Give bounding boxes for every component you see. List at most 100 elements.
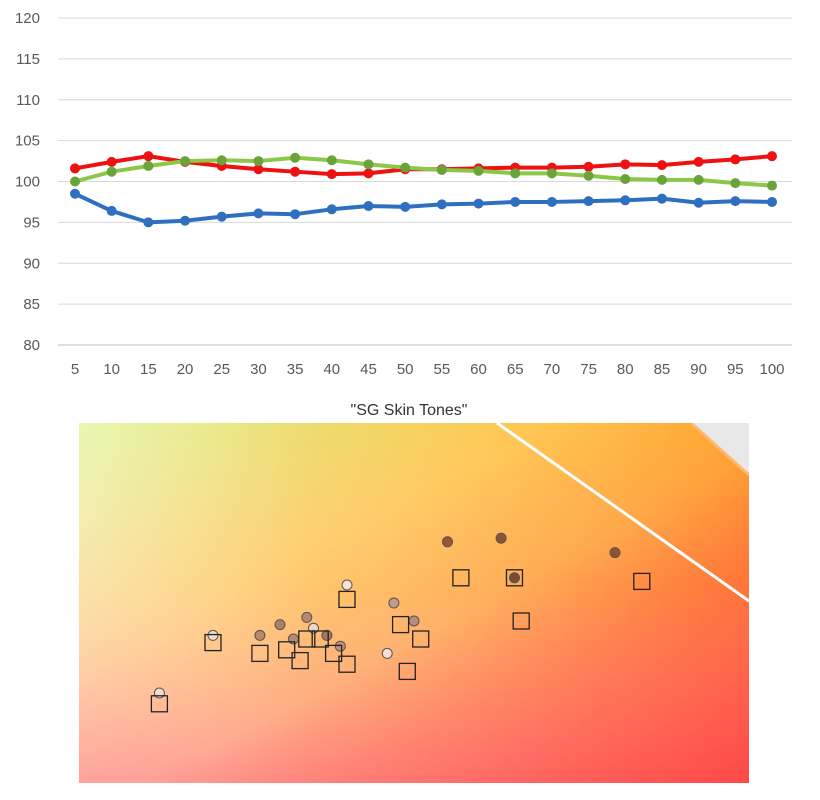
data-point (436, 199, 447, 210)
tone-circle (509, 572, 520, 584)
tone-circle (495, 532, 507, 544)
data-point (70, 188, 80, 199)
x-tick-label: 25 (213, 361, 230, 378)
tone-circle (254, 629, 266, 641)
reference-square (278, 641, 296, 659)
tone-circle (334, 640, 346, 652)
data-point (70, 163, 80, 174)
reference-square (324, 644, 343, 663)
data-point (180, 156, 191, 167)
data-point (436, 165, 447, 176)
data-point (693, 174, 704, 185)
data-point (510, 196, 521, 207)
data-point (326, 155, 337, 166)
y-axis-ticks: 80 85 90 95 100 105 110 115 120 (15, 10, 40, 354)
data-point (180, 215, 191, 226)
tone-circle (381, 647, 393, 659)
reference-square (298, 630, 316, 648)
data-point (290, 209, 301, 220)
x-tick-label: 30 (250, 361, 267, 378)
y-tick-label: 105 (15, 133, 40, 150)
data-point (583, 161, 594, 172)
series-line (73, 191, 774, 225)
x-tick-label: 5 (71, 361, 79, 378)
line-chart: 80 85 90 95 100 105 110 115 120 5 10 15 20 25 30 35 40 4… (15, 10, 792, 378)
x-axis-ticks: 5 10 15 20 25 30 35 40 45 50 55 60 65 70 75 80 85 90 95 100 (71, 361, 785, 378)
x-tick-label: 70 (544, 361, 561, 378)
reference-square (512, 612, 530, 630)
data-point (290, 152, 301, 163)
tone-circle (207, 629, 219, 641)
tone-circle (442, 536, 453, 548)
reference-square (311, 630, 329, 648)
series-line (73, 154, 774, 177)
y-tick-label: 95 (23, 214, 40, 231)
gamut-edge (689, 423, 749, 477)
tone-circle (341, 579, 353, 591)
reference-square (633, 572, 651, 591)
data-point (546, 168, 557, 179)
reference-square (398, 662, 416, 681)
scatter-title: "SG Skin Tones" (351, 402, 468, 419)
data-point (326, 169, 337, 180)
data-point (216, 155, 227, 166)
reference-square (338, 655, 356, 673)
reference-points (150, 569, 651, 713)
data-point (656, 160, 667, 171)
tone-circle (301, 611, 313, 623)
x-tick-label: 80 (617, 361, 634, 378)
data-point (216, 211, 227, 222)
data-point (620, 174, 631, 185)
data-point (400, 162, 411, 173)
data-point (620, 195, 631, 206)
x-tick-label: 100 (759, 361, 784, 378)
data-point (583, 196, 594, 207)
y-tick-label: 115 (16, 51, 40, 68)
series-red (70, 151, 777, 180)
data-point (656, 174, 667, 185)
data-point (143, 217, 154, 228)
data-point (143, 151, 154, 162)
skin-tone-line (496, 423, 749, 603)
data-point (363, 201, 374, 212)
skin-tone-plot (79, 423, 749, 783)
reference-square (505, 569, 524, 587)
data-point (106, 166, 117, 177)
x-tick-label: 55 (433, 361, 450, 378)
series-blue (70, 188, 777, 228)
data-point (106, 205, 117, 216)
y-tick-label: 100 (15, 174, 40, 191)
data-point (106, 156, 117, 167)
data-point (473, 165, 484, 176)
data-point (363, 159, 374, 170)
data-point (253, 208, 264, 219)
x-tick-label: 85 (654, 361, 671, 378)
data-point (693, 197, 704, 208)
tone-circle (609, 547, 621, 559)
x-tick-label: 75 (580, 361, 597, 378)
tone-circle (287, 633, 299, 645)
scatter-title-layer: "SG Skin Tones" (351, 402, 468, 419)
data-point (510, 168, 521, 179)
data-point (767, 180, 777, 191)
data-point (363, 168, 374, 179)
reference-square (251, 644, 269, 663)
y-tick-label: 120 (15, 10, 40, 27)
x-tick-label: 40 (323, 361, 340, 378)
measured-points (153, 532, 621, 699)
tone-circle (274, 619, 286, 631)
tone-circle (408, 615, 420, 627)
reference-square (412, 630, 430, 648)
data-point (730, 196, 741, 207)
reference-square (204, 633, 222, 652)
reference-square (291, 651, 309, 670)
data-point (620, 159, 631, 170)
data-point (326, 204, 337, 215)
series-green (70, 152, 777, 191)
y-tick-label: 90 (23, 255, 40, 272)
x-tick-label: 95 (727, 361, 744, 378)
data-point (400, 201, 411, 212)
data-point (583, 170, 594, 181)
x-tick-label: 20 (177, 361, 194, 378)
reference-square (391, 615, 410, 634)
